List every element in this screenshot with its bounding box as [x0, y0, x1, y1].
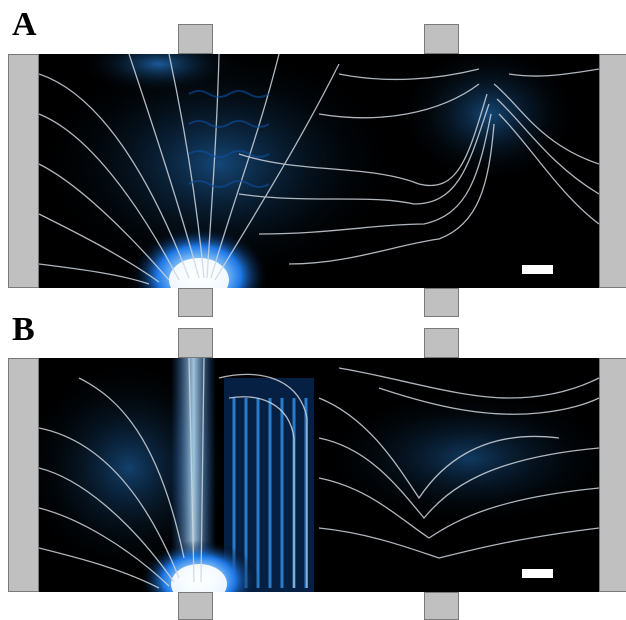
panel-label-b: B: [12, 311, 35, 348]
field-svg-b: [39, 358, 599, 592]
bottom-electrode-stub-right: [424, 288, 459, 317]
right-wall: [599, 54, 626, 288]
bottom-electrode-stub-left-b: [178, 592, 213, 620]
panel-label-a: A: [12, 6, 37, 43]
top-electrode-stub-right: [424, 24, 459, 54]
right-wall-b: [599, 358, 626, 592]
bottom-electrode-stub-right-b: [424, 592, 459, 620]
top-electrode-stub-left-b: [178, 328, 213, 358]
bottom-electrode-stub-left: [178, 288, 213, 317]
top-electrode-stub-right-b: [424, 328, 459, 358]
field-svg-a: [39, 54, 599, 288]
scale-bar-a: [522, 265, 553, 274]
field-map-b: [39, 358, 599, 592]
field-map-a: [39, 54, 599, 288]
left-wall-b: [8, 358, 39, 592]
scale-bar-b: [522, 569, 553, 578]
left-wall: [8, 54, 39, 288]
top-electrode-stub-left: [178, 24, 213, 54]
